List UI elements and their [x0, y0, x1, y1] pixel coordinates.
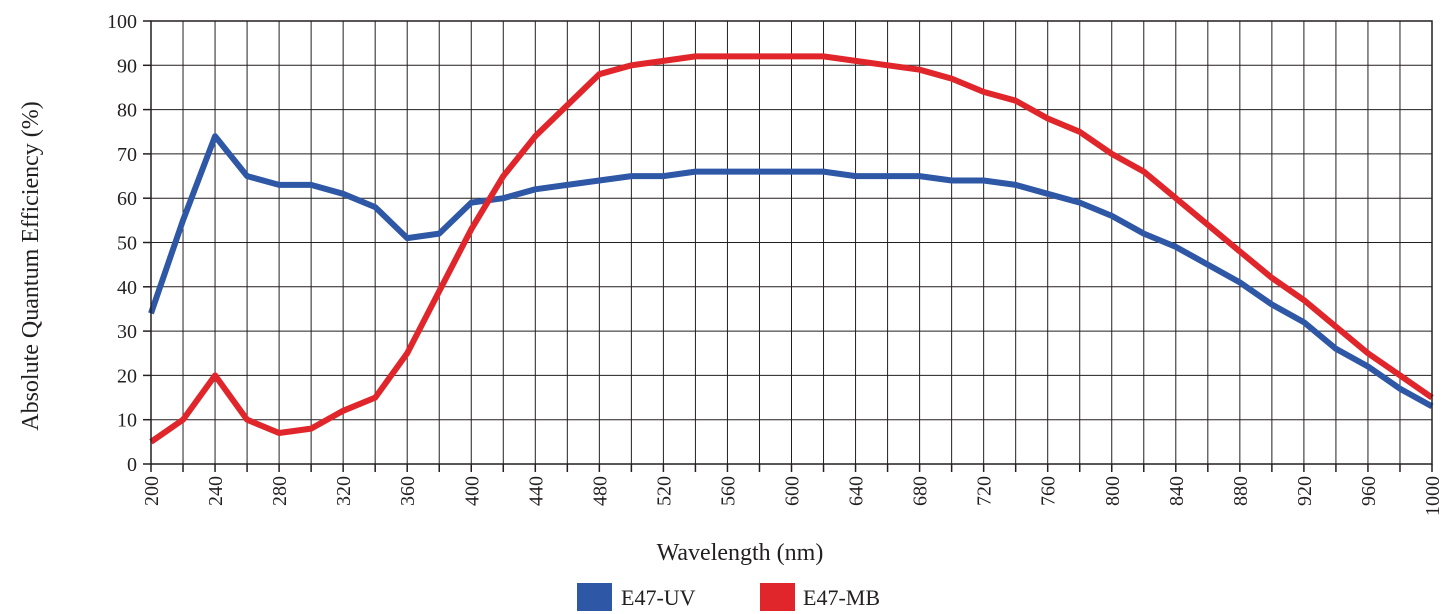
y-tick-label: 0 — [127, 454, 137, 476]
x-tick-label: 360 — [397, 476, 419, 506]
legend-swatch-e47-mb — [760, 583, 795, 611]
x-tick-label: 840 — [1166, 476, 1188, 506]
x-tick-label: 440 — [525, 476, 547, 506]
y-tick-label: 60 — [117, 188, 137, 210]
x-tick-label: 760 — [1038, 476, 1060, 506]
x-tick-label: 960 — [1358, 476, 1380, 506]
y-tick-label: 100 — [107, 11, 137, 33]
y-tick-label: 90 — [117, 55, 137, 77]
series-line-e47-mb — [149, 53, 1434, 445]
grid — [151, 21, 1432, 464]
x-axis-label: Wavelength (nm) — [657, 540, 824, 566]
x-tick-label: 240 — [205, 476, 227, 506]
series-line-e47-uv — [148, 133, 1434, 410]
x-tick-label: 200 — [141, 476, 163, 506]
y-tick-label: 20 — [117, 365, 137, 387]
legend-label-e47-uv: E47-UV — [621, 585, 696, 610]
y-tick-label: 30 — [117, 321, 137, 343]
x-tick-label: 880 — [1230, 476, 1252, 506]
x-tick-label: 920 — [1294, 476, 1316, 506]
x-tick-label: 480 — [589, 476, 611, 506]
y-tick-label: 80 — [117, 100, 137, 122]
x-tick-label: 800 — [1102, 476, 1124, 506]
legend-label-e47-mb: E47-MB — [803, 585, 880, 610]
y-tick-label: 10 — [117, 410, 137, 432]
x-tick-label: 600 — [782, 476, 804, 506]
y-axis-label: Absolute Quantum Efficiency (%) — [18, 101, 44, 430]
y-tick-label: 50 — [117, 233, 137, 255]
x-tick-label: 640 — [846, 476, 868, 506]
x-tick-label: 280 — [269, 476, 291, 506]
y-tick-label: 40 — [117, 277, 137, 299]
x-tick-label: 1000 — [1422, 476, 1444, 516]
x-tick-label: 400 — [461, 476, 483, 506]
x-tick-label: 520 — [653, 476, 675, 506]
x-tick-labels: 200 240 280 320 360 400 440 480 520 560 600 640 680 7… — [141, 476, 1444, 516]
legend: E47-UV E47-MB — [577, 583, 880, 611]
plot-frame — [143, 20, 1433, 472]
legend-swatch-e47-uv — [577, 583, 612, 611]
x-tick-label: 560 — [718, 476, 740, 506]
x-tick-label: 320 — [333, 476, 355, 506]
x-tick-label: 720 — [974, 476, 996, 506]
x-tick-label: 680 — [910, 476, 932, 506]
y-tick-labels: 0 10 20 30 40 50 60 70 80 90 100 — [107, 11, 137, 476]
y-tick-label: 70 — [117, 144, 137, 166]
series-lines — [148, 53, 1434, 445]
